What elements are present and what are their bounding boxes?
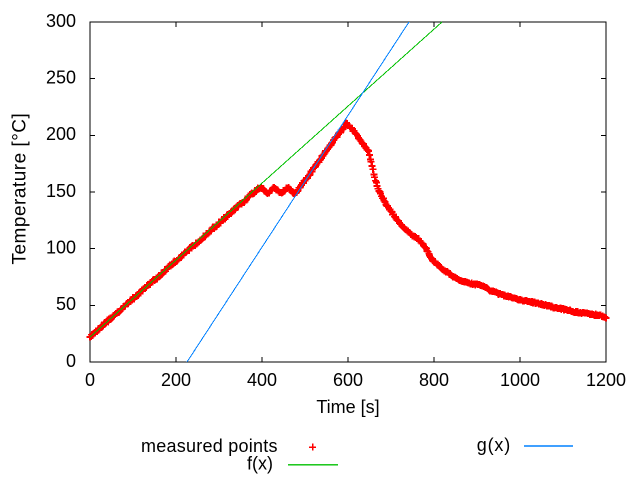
svg-text:Temperature [°C]: Temperature [°C] xyxy=(10,113,31,265)
svg-text:50: 50 xyxy=(56,294,76,314)
svg-text:250: 250 xyxy=(46,68,76,88)
svg-text:600: 600 xyxy=(333,370,363,390)
svg-text:400: 400 xyxy=(247,370,277,390)
svg-text:100: 100 xyxy=(46,238,76,258)
svg-text:150: 150 xyxy=(46,181,76,201)
svg-text:f(x): f(x) xyxy=(247,454,273,474)
svg-text:Time [s]: Time [s] xyxy=(316,397,379,417)
svg-text:g(x): g(x) xyxy=(477,435,511,455)
svg-text:300: 300 xyxy=(46,11,76,31)
svg-text:1000: 1000 xyxy=(500,370,540,390)
svg-text:1200: 1200 xyxy=(586,370,626,390)
svg-text:0: 0 xyxy=(85,370,95,390)
svg-text:200: 200 xyxy=(161,370,191,390)
svg-text:800: 800 xyxy=(419,370,449,390)
svg-text:200: 200 xyxy=(46,124,76,144)
svg-text:0: 0 xyxy=(66,351,76,371)
svg-text:measured points: measured points xyxy=(141,436,278,456)
